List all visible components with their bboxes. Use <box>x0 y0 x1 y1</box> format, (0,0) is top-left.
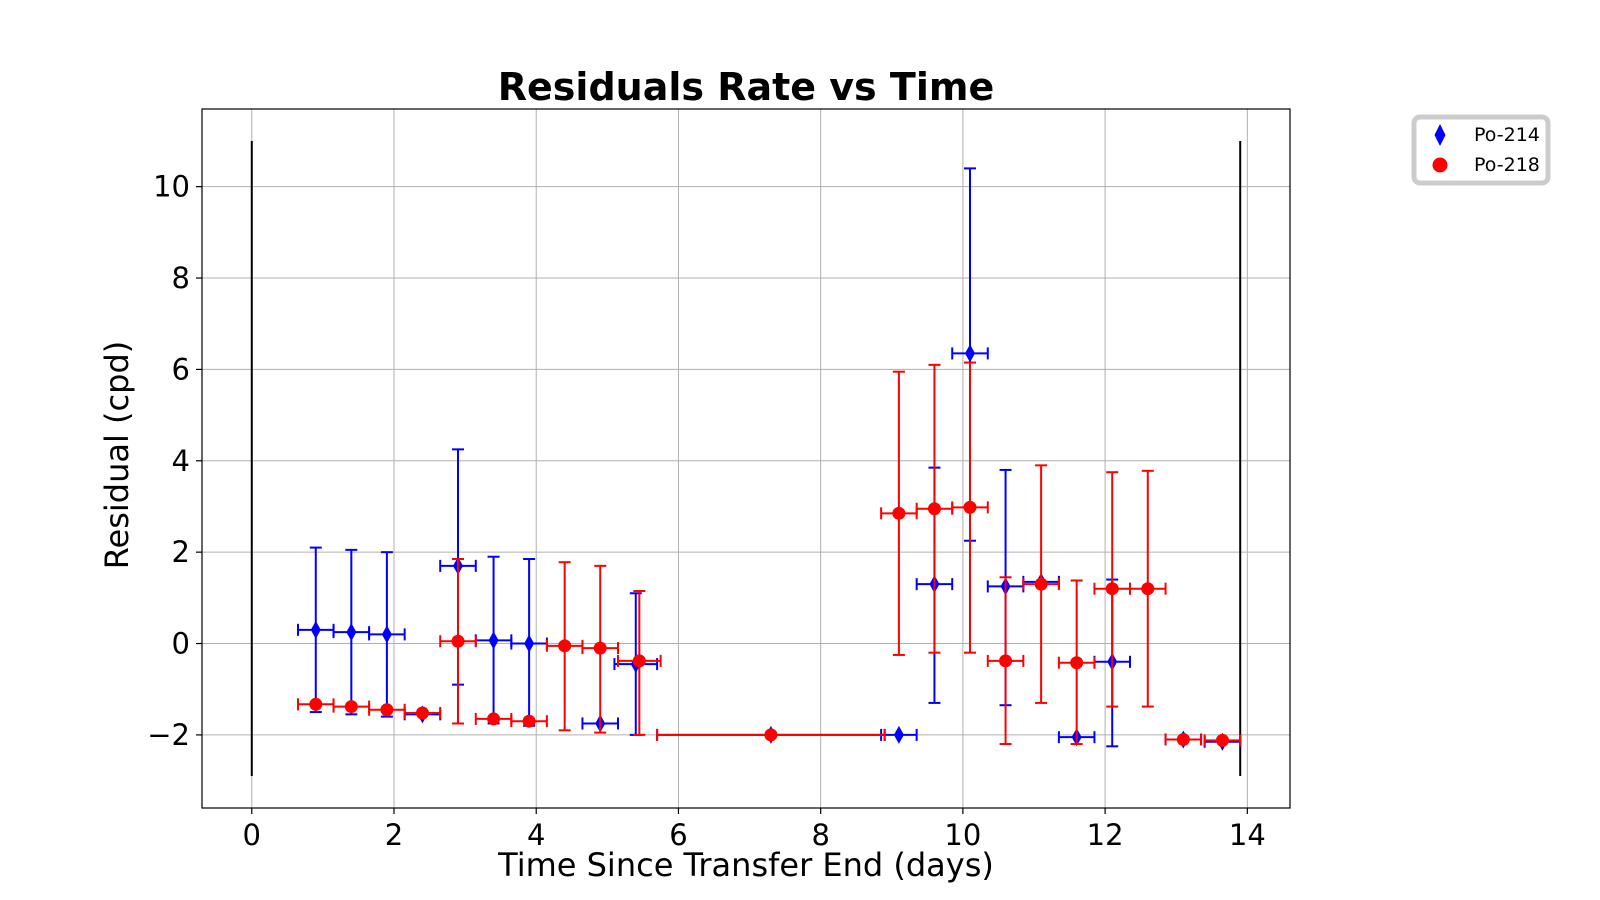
legend-label-po-214: Po-214 <box>1474 124 1540 146</box>
data-point-po-218 <box>1105 582 1119 596</box>
data-point-po-214 <box>310 620 321 639</box>
grid-lines-y <box>202 186 1290 736</box>
x-tick-label: 6 <box>669 818 687 852</box>
data-point-po-218 <box>451 634 465 648</box>
series-po-218 <box>297 361 1242 747</box>
data-point-po-218 <box>963 500 977 514</box>
legend-marker-po-214 <box>1434 124 1446 146</box>
x-tick-label: 14 <box>1229 818 1266 852</box>
data-point-po-218 <box>892 506 906 520</box>
plot-frame <box>201 108 1291 809</box>
x-tick-label: 2 <box>385 818 403 852</box>
y-tick-label: 4 <box>172 444 190 478</box>
data-point-po-218 <box>593 641 607 655</box>
data-point-po-218 <box>1176 732 1190 746</box>
x-tick-label: 12 <box>1087 818 1124 852</box>
data-point-po-218 <box>1215 733 1229 747</box>
data-point-po-218 <box>927 502 941 516</box>
data-point-po-218 <box>415 706 429 720</box>
data-point-po-214 <box>346 623 357 642</box>
y-tick-label: 0 <box>172 627 190 661</box>
x-tick-label: 8 <box>811 818 829 852</box>
x-tick-label: 4 <box>527 818 545 852</box>
data-point-po-218 <box>764 728 778 742</box>
data-point-po-214 <box>381 625 392 644</box>
chart-title: Residuals Rate vs Time <box>498 65 994 109</box>
plot-area <box>201 108 1291 809</box>
data-point-po-214 <box>524 634 535 653</box>
data-point-po-214 <box>488 631 499 650</box>
grid-lines-x <box>251 109 1248 808</box>
data-point-po-218 <box>1141 582 1155 596</box>
data-point-po-218 <box>632 654 646 668</box>
y-axis-label: Residual (cpd) <box>98 341 136 570</box>
data-point-po-218 <box>487 712 501 726</box>
x-axis-ticks: 0 2 4 6 8 10 12 14 <box>243 808 1266 852</box>
x-tick-label: 10 <box>944 818 981 852</box>
series-po-214 <box>297 167 1242 751</box>
y-tick-label: 8 <box>172 261 190 295</box>
data-point-po-218 <box>999 654 1013 668</box>
data-point-po-218 <box>1070 656 1084 670</box>
data-point-po-218 <box>380 703 394 717</box>
y-tick-label: −2 <box>147 718 190 752</box>
legend-box <box>1411 114 1551 186</box>
data-point-po-218 <box>558 639 572 653</box>
data-point-po-218 <box>522 714 536 728</box>
legend: Po-214 Po-218 <box>1411 114 1551 186</box>
y-tick-label: 2 <box>172 535 190 569</box>
series-layer <box>297 167 1242 751</box>
data-point-po-214 <box>893 725 904 744</box>
y-axis-ticks: −2 0 2 4 6 8 10 <box>147 170 202 752</box>
data-point-po-218 <box>1034 577 1048 591</box>
legend-marker-po-218 <box>1432 157 1448 173</box>
y-tick-label: 6 <box>172 352 190 386</box>
vertical-reference-lines <box>250 140 1242 777</box>
data-point-po-218 <box>309 697 323 711</box>
data-point-po-218 <box>344 700 358 714</box>
x-axis-label: Time Since Transfer End (days) <box>497 846 994 884</box>
data-point-po-214 <box>965 344 975 363</box>
y-tick-label: 10 <box>153 170 190 204</box>
legend-label-po-218: Po-218 <box>1474 154 1540 176</box>
x-tick-label: 0 <box>243 818 261 852</box>
